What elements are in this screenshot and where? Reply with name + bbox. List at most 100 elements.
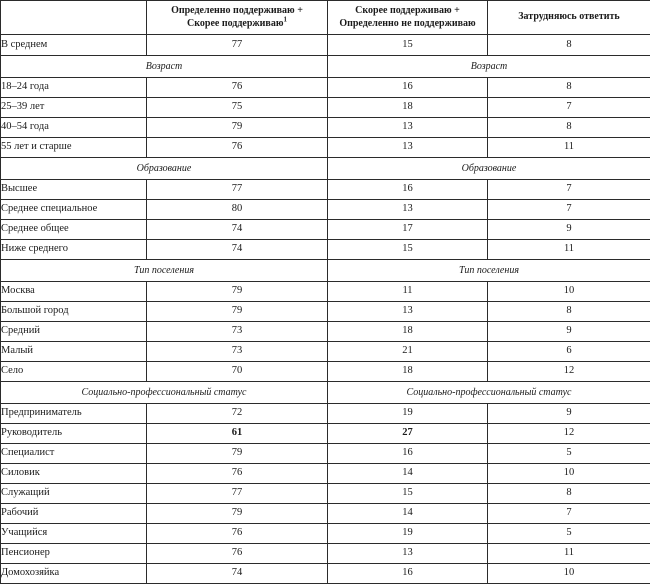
- row-label: Село: [1, 362, 147, 382]
- row-label: Руководитель: [1, 424, 147, 444]
- header-col-support-line2: Скорее поддерживаю1: [147, 18, 327, 31]
- cell-oppose: 16: [328, 444, 488, 464]
- header-col-support: Определенно поддерживаю + Скорее поддерж…: [147, 1, 328, 35]
- cell-support: 79: [147, 444, 328, 464]
- row-label: Средний: [1, 322, 147, 342]
- header-col-hard-to-answer-line1: Затрудняюсь ответить: [488, 11, 650, 24]
- row-label: 18–24 года: [1, 78, 147, 98]
- cell-hard-to-answer: 9: [488, 404, 650, 424]
- cell-oppose: 15: [328, 484, 488, 504]
- cell-support: 79: [147, 118, 328, 138]
- cell-oppose: 21: [328, 342, 488, 362]
- cell-support: 74: [147, 240, 328, 260]
- cell-support: 76: [147, 78, 328, 98]
- cell-support: 79: [147, 504, 328, 524]
- cell-hard-to-answer: 8: [488, 118, 650, 138]
- cell-support: 70: [147, 362, 328, 382]
- cell-support: 75: [147, 98, 328, 118]
- row-label: Учащийся: [1, 524, 147, 544]
- row-label: 55 лет и старше: [1, 138, 147, 158]
- cell-support: 77: [147, 180, 328, 200]
- header-col-oppose: Скорее поддерживаю + Определенно не подд…: [328, 1, 488, 35]
- cell-oppose: 16: [328, 180, 488, 200]
- row-label: Силовик: [1, 464, 147, 484]
- header-col-oppose-line2: Определенно не поддерживаю: [328, 18, 487, 31]
- cell-support: 73: [147, 342, 328, 362]
- section-title-left: Социально-профессиональный статус: [1, 382, 328, 404]
- section-title-right: Тип поселения: [328, 260, 650, 282]
- cell-support: 77: [147, 484, 328, 504]
- cell-support: 76: [147, 464, 328, 484]
- cell-oppose: 18: [328, 362, 488, 382]
- cell-oppose: 13: [328, 302, 488, 322]
- row-label: В среднем: [1, 35, 147, 56]
- cell-oppose: 14: [328, 464, 488, 484]
- cell-hard-to-answer: 10: [488, 564, 650, 584]
- cell-hard-to-answer: 5: [488, 444, 650, 464]
- row-label: Рабочий: [1, 504, 147, 524]
- cell-hard-to-answer: 12: [488, 362, 650, 382]
- cell-oppose: 17: [328, 220, 488, 240]
- cell-hard-to-answer: 6: [488, 342, 650, 362]
- cell-oppose: 13: [328, 118, 488, 138]
- cell-hard-to-answer: 8: [488, 302, 650, 322]
- cell-oppose: 15: [328, 240, 488, 260]
- header-col-oppose-line1: Скорее поддерживаю +: [328, 5, 487, 18]
- cell-support: 77: [147, 35, 328, 56]
- row-label: 40–54 года: [1, 118, 147, 138]
- cell-support: 74: [147, 564, 328, 584]
- row-label: Среднее общее: [1, 220, 147, 240]
- row-label: Служащий: [1, 484, 147, 504]
- cell-support: 80: [147, 200, 328, 220]
- cell-oppose: 16: [328, 78, 488, 98]
- cell-oppose: 16: [328, 564, 488, 584]
- row-label: Москва: [1, 282, 147, 302]
- row-label: 25–39 лет: [1, 98, 147, 118]
- section-title-right: Образование: [328, 158, 650, 180]
- row-label: Среднее специальное: [1, 200, 147, 220]
- row-label: Ниже среднего: [1, 240, 147, 260]
- cell-oppose: 19: [328, 524, 488, 544]
- cell-hard-to-answer: 8: [488, 484, 650, 504]
- footnote-marker: 1: [283, 15, 287, 23]
- cell-support: 76: [147, 544, 328, 564]
- cell-hard-to-answer: 12: [488, 424, 650, 444]
- row-label: Специалист: [1, 444, 147, 464]
- row-label: Малый: [1, 342, 147, 362]
- cell-hard-to-answer: 8: [488, 78, 650, 98]
- table-header: Определенно поддерживаю + Скорее поддерж…: [1, 1, 650, 35]
- cell-oppose: 14: [328, 504, 488, 524]
- row-label: Большой город: [1, 302, 147, 322]
- header-corner-cell: [1, 1, 147, 35]
- cell-oppose: 18: [328, 322, 488, 342]
- section-title-right: Возраст: [328, 56, 650, 78]
- cell-oppose: 11: [328, 282, 488, 302]
- cell-support: 73: [147, 322, 328, 342]
- cell-oppose: 27: [328, 424, 488, 444]
- cell-support: 72: [147, 404, 328, 424]
- cell-oppose: 13: [328, 200, 488, 220]
- section-title-left: Возраст: [1, 56, 328, 78]
- cell-hard-to-answer: 10: [488, 464, 650, 484]
- header-col-hard-to-answer: Затрудняюсь ответить: [488, 1, 650, 35]
- row-label: Высшее: [1, 180, 147, 200]
- cell-oppose: 19: [328, 404, 488, 424]
- cell-support: 61: [147, 424, 328, 444]
